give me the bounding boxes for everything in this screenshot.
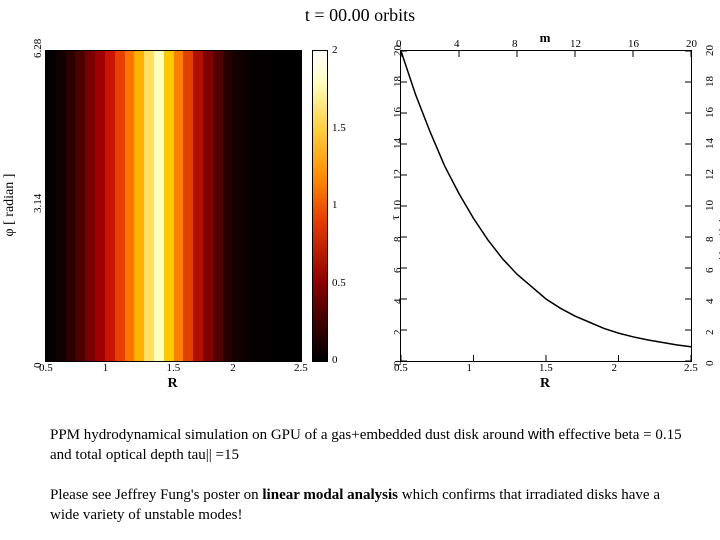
right-ytick-left: 14 — [392, 138, 404, 149]
right-ytick-left: 0 — [392, 361, 404, 367]
colorbar-tick: 1.5 — [332, 122, 346, 134]
line-chart — [401, 51, 691, 361]
right-xtick-top: 16 — [628, 38, 639, 50]
right-ytick-left: 8 — [392, 237, 404, 243]
right-xtick-top: 8 — [512, 38, 518, 50]
right-ytick-left: 16 — [392, 107, 404, 118]
left-ytick: 0 — [32, 363, 44, 369]
right-ytick-right: 20 — [704, 45, 716, 56]
right-xtick-top: 12 — [570, 38, 581, 50]
right-ytick-right: 8 — [704, 237, 716, 243]
left-xlabel: R — [45, 376, 300, 392]
right-xtick-bottom: 2.5 — [684, 362, 698, 374]
right-ytick-left: 18 — [392, 76, 404, 87]
left-ytick: 6.28 — [32, 39, 44, 58]
right-ytick-right: 0 — [704, 361, 716, 367]
left-xtick: 2 — [230, 362, 236, 374]
description-1: PPM hydrodynamical simulation on GPU of … — [50, 425, 690, 466]
right-top-axis-label: m — [400, 30, 690, 46]
right-yaxis-left-label: τ — [388, 215, 403, 220]
figure-title: t = 00.00 orbits — [0, 5, 720, 26]
heatmap-panel — [45, 50, 302, 362]
right-yaxis-right-label: |A₂ₘ/A₀| [ % ] — [716, 219, 720, 260]
right-ytick-right: 12 — [704, 169, 716, 180]
left-xtick: 1 — [103, 362, 109, 374]
right-ytick-left: 4 — [392, 299, 404, 305]
colorbar-tick: 0.5 — [332, 277, 346, 289]
right-xtick-bottom: 2 — [612, 362, 618, 374]
right-xtick-top: 4 — [454, 38, 460, 50]
line-chart-panel: τAₘ (R=0.5-1.0)Aₘ (R=1.0-1.5) — [400, 50, 692, 362]
right-ytick-right: 18 — [704, 76, 716, 87]
tau-curve — [401, 51, 691, 347]
right-ytick-right: 6 — [704, 268, 716, 274]
right-ytick-right: 14 — [704, 138, 716, 149]
colorbar — [312, 50, 328, 362]
right-ytick-right: 2 — [704, 330, 716, 336]
description-2: Please see Jeffrey Fung's poster on line… — [50, 485, 690, 526]
left-xtick: 2.5 — [294, 362, 308, 374]
right-xtick-bottom: 1 — [467, 362, 473, 374]
right-xtick-top: 20 — [686, 38, 697, 50]
heatmap — [46, 51, 301, 361]
colorbar-tick: 0 — [332, 354, 338, 366]
right-ytick-right: 10 — [704, 200, 716, 211]
colorbar-tick: 2 — [332, 44, 338, 56]
right-ytick-left: 2 — [392, 330, 404, 336]
colorbar-tick: 1 — [332, 199, 338, 211]
right-xlabel: R — [400, 376, 690, 392]
right-ytick-left: 12 — [392, 169, 404, 180]
right-ytick-right: 16 — [704, 107, 716, 118]
left-ytick: 3.14 — [32, 194, 44, 213]
right-ytick-left: 6 — [392, 268, 404, 274]
right-ytick-right: 4 — [704, 299, 716, 305]
right-xtick-bottom: 1.5 — [539, 362, 553, 374]
left-ylabel: φ [ radian ] — [2, 50, 18, 360]
left-xtick: 1.5 — [167, 362, 181, 374]
right-ytick-left: 20 — [392, 45, 404, 56]
right-ytick-left: 10 — [392, 200, 404, 211]
